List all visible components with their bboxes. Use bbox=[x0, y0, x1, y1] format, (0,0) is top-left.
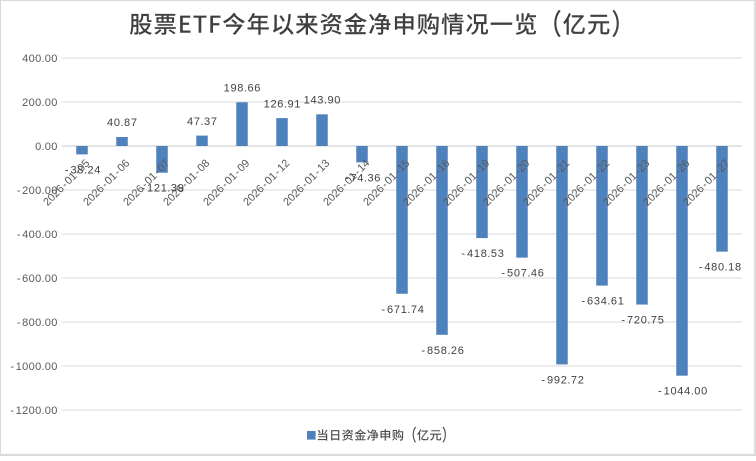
svg-text:-720.75: -720.75 bbox=[621, 315, 663, 327]
svg-text:-992.72: -992.72 bbox=[541, 374, 583, 386]
svg-text:-200.00: -200.00 bbox=[17, 185, 58, 197]
svg-text:-38.24: -38.24 bbox=[65, 164, 101, 176]
svg-text:400.00: 400.00 bbox=[22, 53, 57, 65]
svg-text:-858.26: -858.26 bbox=[421, 345, 463, 357]
svg-text:-121.39: -121.39 bbox=[141, 183, 183, 195]
svg-text:-1044.00: -1044.00 bbox=[658, 386, 707, 398]
svg-text:-671.74: -671.74 bbox=[381, 304, 423, 316]
svg-text:-800.00: -800.00 bbox=[17, 317, 58, 329]
svg-text:200.00: 200.00 bbox=[22, 97, 57, 109]
svg-text:0.00: 0.00 bbox=[35, 141, 57, 153]
svg-text:-418.53: -418.53 bbox=[461, 248, 503, 260]
svg-text:-74.36: -74.36 bbox=[345, 172, 381, 184]
svg-text:-1000.00: -1000.00 bbox=[10, 361, 57, 373]
svg-text:126.91: 126.91 bbox=[264, 98, 301, 110]
svg-text:-400.00: -400.00 bbox=[17, 229, 58, 241]
svg-text:-634.61: -634.61 bbox=[581, 296, 623, 308]
svg-text:198.66: 198.66 bbox=[224, 83, 261, 95]
svg-text:-507.46: -507.46 bbox=[501, 268, 543, 280]
svg-text:-480.18: -480.18 bbox=[699, 262, 741, 274]
svg-text:143.90: 143.90 bbox=[304, 95, 341, 107]
svg-text:47.37: 47.37 bbox=[187, 116, 217, 128]
svg-text:-1200.00: -1200.00 bbox=[10, 405, 57, 417]
svg-text:40.87: 40.87 bbox=[107, 117, 137, 129]
svg-text:-600.00: -600.00 bbox=[17, 273, 58, 285]
